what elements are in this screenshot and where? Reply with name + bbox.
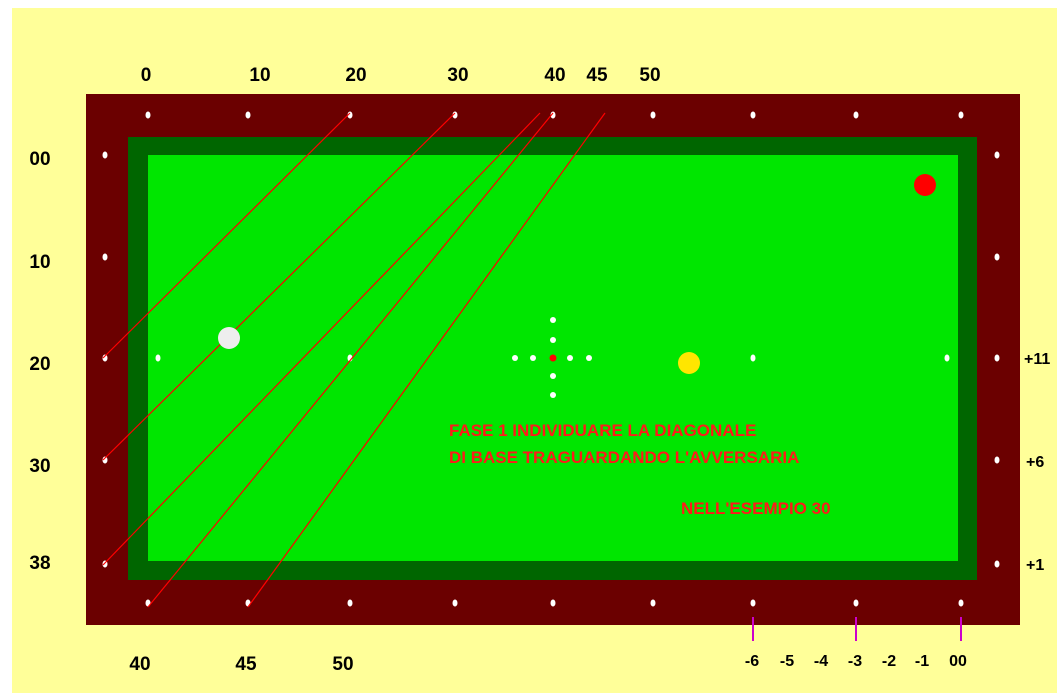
bottom-label: -5 <box>780 653 794 670</box>
instruction-note: FASE 1 INDIVIDUARE LA DIAGONALE DI BASE … <box>449 421 831 518</box>
cue-ball <box>218 327 240 349</box>
bottom-diamond <box>750 599 756 607</box>
bottom-diamond <box>452 599 458 607</box>
right-label: +11 <box>1024 351 1050 368</box>
bottom-diamond <box>958 599 964 607</box>
center-mark <box>550 317 556 323</box>
bottom-label: 40 <box>129 654 150 675</box>
cloth-spot <box>155 354 161 362</box>
top-diamond <box>750 111 756 119</box>
rail-diamonds <box>102 111 1000 607</box>
bottom-label: 00 <box>949 653 967 670</box>
right-diamond <box>994 151 1000 159</box>
diagonal-line-45 <box>247 112 606 608</box>
bottom-label: -4 <box>814 653 828 670</box>
left-diamond <box>102 354 108 362</box>
top-label: 45 <box>586 65 608 86</box>
bottom-left-labels: 40 45 50 <box>129 654 353 675</box>
bottom-label: 50 <box>332 654 353 675</box>
left-label: 30 <box>29 456 50 477</box>
center-mark <box>550 373 556 379</box>
left-label: 20 <box>29 354 50 375</box>
note-line-3: NELL'ESEMPIO 30 <box>681 499 831 518</box>
left-diamond <box>102 456 108 464</box>
left-label: 38 <box>29 553 50 574</box>
right-diamond <box>994 253 1000 261</box>
top-diamond <box>650 111 656 119</box>
bottom-label: -6 <box>745 653 759 670</box>
top-diamond <box>347 111 353 119</box>
right-label: +6 <box>1026 454 1044 471</box>
object-ball <box>678 352 700 374</box>
bottom-label: -1 <box>915 653 929 670</box>
bottom-diamond <box>550 599 556 607</box>
right-label: +1 <box>1026 557 1044 574</box>
left-diamond <box>102 253 108 261</box>
left-label: 10 <box>29 252 50 273</box>
bottom-label: 45 <box>235 654 257 675</box>
bottom-diamond <box>853 599 859 607</box>
note-line-1: FASE 1 INDIVIDUARE LA DIAGONALE <box>449 421 756 440</box>
bottom-diamond <box>347 599 353 607</box>
center-spot-marks <box>512 317 592 398</box>
top-label: 30 <box>447 65 468 86</box>
center-mark <box>567 355 573 361</box>
top-diamond <box>550 111 556 119</box>
right-labels: +11 +6 +1 <box>1024 351 1050 574</box>
top-label: 50 <box>639 65 660 86</box>
top-diamond <box>145 111 151 119</box>
top-label: 40 <box>544 65 565 86</box>
diagonal-line-30 <box>102 112 456 461</box>
right-diamond <box>994 560 1000 568</box>
top-label: 0 <box>141 65 152 86</box>
left-labels: 00 10 20 30 38 <box>29 149 50 574</box>
cloth-spot <box>944 354 950 362</box>
top-diamond <box>452 111 458 119</box>
right-diamond <box>994 354 1000 362</box>
left-diamond <box>102 151 108 159</box>
top-diamond <box>245 111 251 119</box>
bottom-diamond <box>650 599 656 607</box>
center-mark <box>550 392 556 398</box>
diagonal-line-38 <box>102 112 541 566</box>
top-diamond <box>958 111 964 119</box>
top-labels: 0 10 20 30 40 45 50 <box>141 65 661 86</box>
center-mark <box>530 355 536 361</box>
top-label: 10 <box>249 65 270 86</box>
diagonal-lines <box>102 112 606 608</box>
top-label: 20 <box>345 65 366 86</box>
cloth-spot <box>750 354 756 362</box>
note-line-2: DI BASE TRAGUARDANDO L'AVVERSARIA <box>449 448 799 467</box>
bottom-tick-marks <box>752 617 962 641</box>
center-mark <box>512 355 518 361</box>
center-spot <box>549 354 557 362</box>
bottom-label: -3 <box>848 653 862 670</box>
diagonal-line-20 <box>102 112 351 359</box>
red-ball <box>914 174 936 196</box>
bottom-label: -2 <box>882 653 896 670</box>
center-mark <box>550 337 556 343</box>
right-diamond <box>994 456 1000 464</box>
top-diamond <box>853 111 859 119</box>
bottom-right-labels: -6 -5 -4 -3 -2 -1 00 <box>745 653 967 670</box>
left-label: 00 <box>29 149 50 170</box>
center-mark <box>586 355 592 361</box>
diagonal-line-40 <box>147 112 554 608</box>
